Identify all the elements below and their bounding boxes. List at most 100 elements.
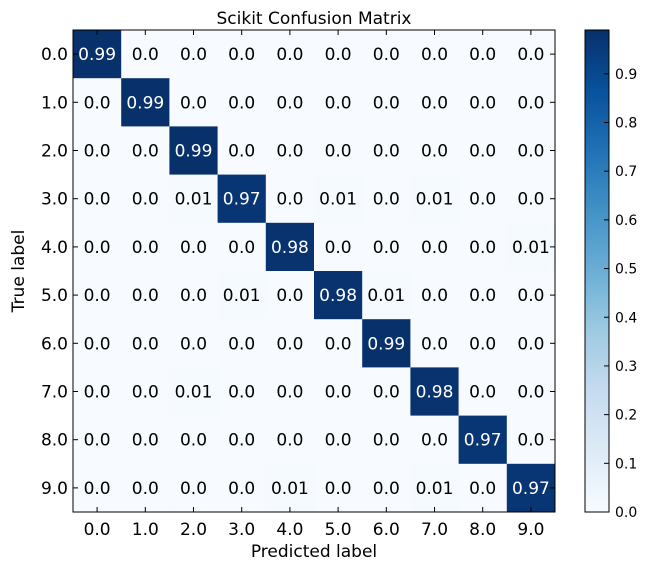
y-axis-label: True label	[9, 230, 29, 314]
cell-value-label: 0.0	[325, 142, 352, 162]
heatmap-cell	[169, 319, 219, 368]
heatmap-cell	[217, 222, 267, 272]
cell-value-label: 0.0	[373, 431, 400, 451]
cell-value-label: 0.0	[421, 334, 448, 354]
cell-value-label: 0.99	[175, 142, 213, 162]
cell-value-label: 0.0	[132, 334, 159, 354]
heatmap-cell	[458, 271, 508, 320]
x-tick-label: 3.0	[228, 520, 255, 540]
cell-value-label: 0.0	[84, 238, 111, 258]
cell-value-label: 0.97	[464, 431, 502, 451]
cell-value-label: 0.0	[325, 93, 352, 113]
cell-value-label: 0.01	[223, 286, 261, 306]
heatmap-cell	[458, 222, 508, 272]
cell-value-label: 0.01	[319, 190, 357, 210]
cell-value-label: 0.0	[84, 286, 111, 306]
cell-value-label: 0.0	[180, 431, 207, 451]
x-tick-label: 4.0	[276, 520, 303, 540]
heatmap-cell	[121, 222, 170, 272]
heatmap-cell	[410, 30, 460, 79]
heatmap-cell	[506, 271, 556, 320]
heatmap-cell	[265, 319, 315, 368]
heatmap-cell	[458, 319, 508, 368]
heatmap-cell	[73, 271, 122, 320]
x-tick-label: 5.0	[325, 520, 352, 540]
cell-value-label: 0.0	[469, 238, 496, 258]
x-tick-label: 1.0	[132, 520, 159, 540]
cell-value-label: 0.0	[373, 93, 400, 113]
cell-value-label: 0.0	[325, 383, 352, 403]
cell-value-label: 0.0	[421, 238, 448, 258]
heatmap-cell	[217, 271, 267, 320]
cell-value-label: 0.0	[373, 142, 400, 162]
colorbar-tick-label: 0.6	[615, 213, 637, 229]
cell-value-label: 0.01	[416, 479, 454, 499]
heatmap-cell	[314, 367, 363, 417]
heatmap-cell	[265, 78, 315, 127]
colorbar-tick-label: 0.2	[615, 408, 637, 424]
cell-value-label: 0.0	[180, 238, 207, 258]
heatmap-cell	[506, 30, 556, 79]
cell-value-label: 0.0	[469, 93, 496, 113]
heatmap-cell	[314, 271, 363, 320]
heatmap-cell	[73, 319, 122, 368]
cell-value-label: 0.01	[367, 286, 405, 306]
heatmap-cell	[410, 271, 460, 320]
cell-value-label: 0.0	[469, 45, 496, 65]
heatmap-cell	[506, 463, 556, 513]
cell-value-label: 0.0	[132, 142, 159, 162]
cell-value-label: 0.98	[416, 383, 454, 403]
cell-value-label: 0.0	[469, 190, 496, 210]
cell-value-label: 0.0	[517, 286, 544, 306]
cell-value-label: 0.99	[367, 334, 405, 354]
cell-value-label: 0.0	[276, 431, 303, 451]
cell-value-label: 0.98	[271, 238, 309, 258]
cell-value-label: 0.0	[84, 93, 111, 113]
cell-value-label: 0.0	[469, 383, 496, 403]
heatmap-cell	[73, 415, 122, 465]
heatmap-cell	[169, 78, 219, 127]
cell-value-label: 0.0	[325, 479, 352, 499]
heatmap-cell	[458, 78, 508, 127]
cell-value-label: 0.0	[421, 93, 448, 113]
heatmap-cell	[169, 415, 219, 465]
cell-value-label: 0.0	[84, 431, 111, 451]
heatmap-cell	[506, 126, 556, 176]
x-tick-label: 9.0	[517, 520, 544, 540]
heatmap-cell	[169, 30, 219, 79]
heatmap-cell	[265, 415, 315, 465]
heatmap-cells: 0.99 0.0 0.0 0.0 0.0 0.0 0.0 0.0 0.0 0.0 0.0 0.99 0.…	[73, 30, 556, 513]
cell-value-label: 0.0	[469, 142, 496, 162]
cell-value-label: 0.0	[228, 383, 255, 403]
cell-value-label: 0.0	[421, 286, 448, 306]
heatmap-cell	[362, 319, 411, 368]
heatmap-cell	[169, 174, 219, 224]
x-tick-label: 7.0	[421, 520, 448, 540]
heatmap-cell	[458, 367, 508, 417]
cell-value-label: 0.0	[180, 286, 207, 306]
heatmap-cell	[458, 174, 508, 224]
heatmap-cell	[73, 30, 122, 79]
cell-value-label: 0.0	[373, 383, 400, 403]
cell-value-label: 0.0	[517, 93, 544, 113]
heatmap-cell	[121, 463, 170, 513]
plot-frame	[72, 29, 556, 513]
heatmap-cell	[314, 222, 363, 272]
heatmap-cell	[362, 415, 411, 465]
heatmap-cell	[217, 126, 267, 176]
colorbar-tick-label: 0.1	[615, 456, 637, 472]
cell-value-label: 0.0	[325, 238, 352, 258]
cell-value-label: 0.0	[180, 93, 207, 113]
heatmap-cell	[73, 463, 122, 513]
y-axis-ticks: 0.0 1.0 2.0 3.0 4.0 5.0 6.0 7.0 8.0 9.0	[41, 45, 555, 499]
heatmap-cell	[73, 78, 122, 127]
cell-value-label: 0.0	[84, 334, 111, 354]
cell-value-label: 0.0	[373, 45, 400, 65]
heatmap-cell	[217, 319, 267, 368]
heatmap-cell	[265, 126, 315, 176]
cell-value-label: 0.0	[132, 286, 159, 306]
heatmap-cell	[314, 415, 363, 465]
cell-value-label: 0.0	[421, 431, 448, 451]
y-tick-label: 9.0	[41, 479, 68, 499]
cell-value-label: 0.0	[180, 479, 207, 499]
